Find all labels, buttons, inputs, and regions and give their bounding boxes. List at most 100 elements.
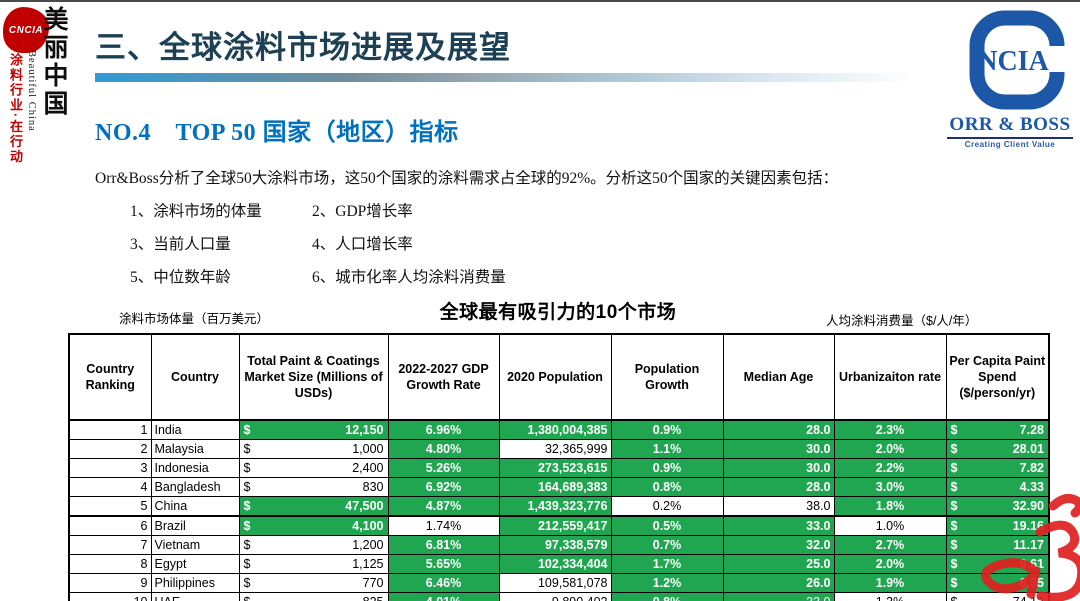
orr-boss-logo-text: ORR & BOSS	[947, 114, 1073, 139]
cell-country-name: Bangladesh	[150, 477, 240, 497]
table-row: 6 Brazil $4,100 1.74% 212,559,417 0.5% 33.0 1.0…	[68, 515, 1050, 536]
cell-gdp-growth: 6.46%	[387, 573, 500, 593]
cell-population-growth: 0.2%	[610, 496, 724, 517]
money-value: 74.12	[1013, 595, 1044, 601]
cell-per-capita-spend: $74.12	[945, 592, 1050, 601]
ncia-logo: NCIA	[969, 10, 1067, 110]
ncia-monogram-text: NCIA	[977, 46, 1049, 77]
dollar-sign: $	[950, 557, 958, 571]
money-value: 19.16	[1012, 519, 1044, 533]
dollar-sign: $	[950, 423, 958, 437]
money-value: 7.82	[1019, 461, 1044, 475]
cell-country-name: Egypt	[150, 554, 240, 574]
money-value: 6.35	[1019, 576, 1044, 590]
ncia-c-gap	[1039, 46, 1067, 72]
cell-country-ranking: 1	[68, 419, 152, 440]
cell-country-ranking: 4	[68, 477, 152, 497]
cell-market-size: $770	[238, 573, 389, 593]
table-row: 8 Egypt $1,125 5.65% 102,334,404 1.7% 25.0 2.0%…	[68, 554, 1050, 574]
intro-paragraph: Orr&Boss分析了全球50大涂料市场，这50个国家的涂料需求占全球的92%。…	[95, 170, 839, 187]
cell-urbanization-rate: 2.0%	[833, 554, 947, 574]
cell-population: 1,380,004,385	[498, 419, 612, 440]
cell-country-name: India	[150, 419, 240, 440]
top-markets-table: Country Ranking Country Total Paint & Co…	[68, 333, 1050, 601]
cell-gdp-growth: 4.01%	[387, 592, 500, 601]
table-title: 全球最有吸引力的10个市场	[439, 302, 677, 323]
cell-gdp-growth: 6.92%	[387, 477, 500, 497]
money-value: 28.01	[1012, 442, 1044, 456]
dollar-sign: $	[243, 576, 251, 590]
cell-population-growth: 0.9%	[610, 458, 724, 478]
page-title: 三、全球涂料市场进展及展望	[95, 30, 511, 65]
col-header-population: 2020 Population	[498, 333, 612, 421]
cell-gdp-growth: 6.81%	[387, 535, 500, 555]
dollar-sign: $	[243, 423, 251, 437]
brand-text-vertical: 美丽中国	[40, 6, 68, 118]
money-value: 4.33	[1019, 480, 1044, 494]
cell-per-capita-spend: $6.35	[945, 573, 1050, 593]
cell-population: 273,523,615	[498, 458, 612, 478]
cell-gdp-growth: 5.26%	[387, 458, 500, 478]
cell-per-capita-spend: $7.28	[945, 419, 1050, 440]
factor-item: 2、GDP增长率	[312, 203, 413, 220]
top-border-line	[0, 0, 1080, 2]
table-body: 1 India $12,150 6.96% 1,380,004,385 0.9% 28.0 2…	[68, 419, 1050, 601]
cell-median-age: 28.0	[722, 419, 835, 440]
money-value: 1,125	[352, 557, 384, 571]
market-size-unit-note: 涂料市场体量（百万美元）	[119, 312, 270, 326]
cell-country-name: China	[150, 496, 240, 517]
cell-gdp-growth: 5.65%	[387, 554, 500, 574]
col-header-country: Country	[150, 333, 240, 421]
dollar-sign: $	[243, 557, 251, 571]
cell-country-name: Vietnam	[150, 535, 240, 555]
money-value: 825	[363, 595, 384, 601]
section-subtitle: NO.4 TOP 50 国家（地区）指标	[95, 120, 459, 146]
cell-per-capita-spend: $4.33	[945, 477, 1050, 497]
cell-median-age: 30.0	[722, 439, 835, 459]
dollar-sign: $	[950, 499, 958, 513]
dollar-sign: $	[950, 538, 958, 552]
cell-market-size: $1,125	[238, 554, 389, 574]
cell-gdp-growth: 4.80%	[387, 439, 500, 459]
col-header-per-capita-spend: Per Capita Paint Spend ($/person/yr)	[945, 333, 1050, 421]
cell-country-ranking: 6	[68, 515, 152, 536]
factor-item: 1、涂料市场的体量	[130, 203, 262, 220]
cell-market-size: $825	[238, 592, 389, 601]
cell-urbanization-rate: 1.0%	[833, 515, 947, 536]
cell-market-size: $2,400	[238, 458, 389, 478]
money-value: 1,200	[352, 538, 384, 552]
cell-country-ranking: 8	[68, 554, 152, 574]
cell-per-capita-spend: $19.16	[945, 515, 1050, 536]
cell-urbanization-rate: 3.0%	[833, 477, 947, 497]
cell-gdp-growth: 4.87%	[387, 496, 500, 517]
cell-urbanization-rate: 1.9%	[833, 573, 947, 593]
cell-median-age: 25.0	[722, 554, 835, 574]
cell-per-capita-spend: $7.82	[945, 458, 1050, 478]
cell-country-name: Philippines	[150, 573, 240, 593]
cncia-logo: CNCIA	[3, 7, 49, 53]
cell-gdp-growth: 1.74%	[387, 515, 500, 536]
cell-population-growth: 0.7%	[610, 535, 724, 555]
col-header-median-age: Median Age	[722, 333, 835, 421]
cell-population-growth: 0.9%	[610, 419, 724, 440]
table-row: 1 India $12,150 6.96% 1,380,004,385 0.9% 28.0 2…	[68, 419, 1050, 440]
factor-item: 3、当前人口量	[130, 236, 231, 253]
cell-market-size: $830	[238, 477, 389, 497]
cell-country-name: Indonesia	[150, 458, 240, 478]
cell-median-age: 28.0	[722, 477, 835, 497]
cell-country-ranking: 3	[68, 458, 152, 478]
cell-population-growth: 0.8%	[610, 592, 724, 601]
cell-population-growth: 0.8%	[610, 477, 724, 497]
cell-urbanization-rate: 2.7%	[833, 535, 947, 555]
cell-median-age: 33.0	[722, 515, 835, 536]
cell-country-ranking: 5	[68, 496, 152, 517]
dollar-sign: $	[951, 595, 958, 601]
cell-country-ranking: 10	[68, 592, 152, 601]
table-row: 10UAE$8254.01%9,890,4020.8%33.01.3%$74.1…	[68, 592, 1050, 601]
orr-boss-tagline: Creating Client Value	[964, 140, 1056, 149]
cell-median-age: 33.0	[722, 592, 835, 601]
cell-median-age: 26.0	[722, 573, 835, 593]
cell-urbanization-rate: 1.8%	[833, 496, 947, 517]
factor-item: 6、城市化率人均涂料消费量	[312, 269, 506, 286]
